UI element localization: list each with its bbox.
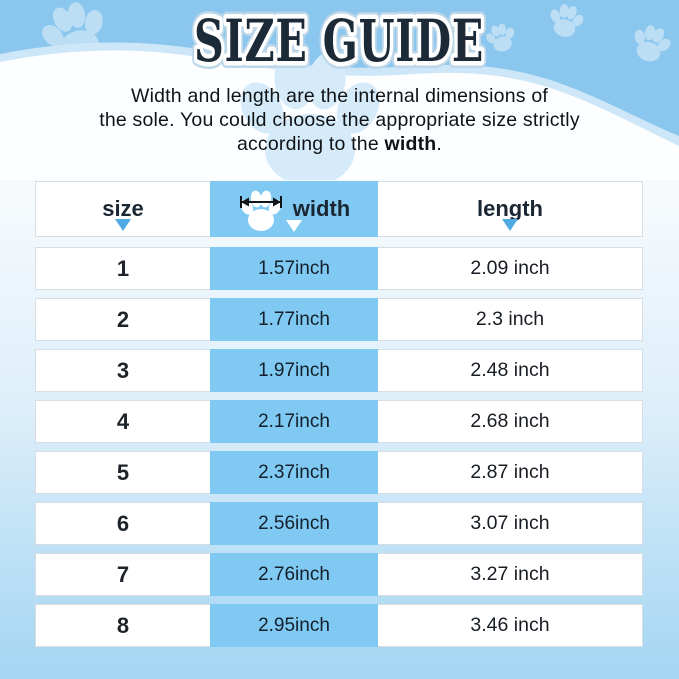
size-cell: 6 [116,510,130,536]
width-cell: 2.37inch [210,451,378,494]
size-cell: 2 [116,306,130,332]
width-cell: 1.97inch [210,349,378,392]
table-row: 1 1.57inch 2.09 inch [35,247,643,290]
size-cell: 3 [116,357,130,383]
down-triangle-icon [115,219,131,231]
size-cell: 4 [116,408,130,434]
table-row: 8 2.95inch 3.46 inch [35,604,643,647]
width-cell: 2.76inch [210,553,378,596]
length-cell: 3.27 inch [470,563,550,585]
length-cell: 2.3 inch [475,308,545,330]
table-row: 2 1.77inch 2.3 inch [35,298,643,341]
length-cell: 2.68 inch [470,410,550,432]
table-row: 7 2.76inch 3.27 inch [35,553,643,596]
table-row: 3 1.97inch 2.48 inch [35,349,643,392]
width-emphasis: width [384,133,437,155]
page-title-shadow: SIZE GUIDE [194,7,484,75]
header-width-label: width [292,196,351,221]
size-cell: 5 [116,459,130,485]
length-cell: 3.46 inch [470,614,550,636]
header-size-label: size [102,196,144,221]
length-cell: 2.87 inch [470,461,550,483]
table-row: 6 2.56inch 3.07 inch [35,502,643,545]
paw-width-measure-icon [239,190,282,231]
length-cell: 3.07 inch [470,512,550,534]
size-cell: 1 [116,255,130,281]
table-row: 5 2.37inch 2.87 inch [35,451,643,494]
width-cell: 2.56inch [210,502,378,545]
down-triangle-icon [286,220,302,232]
down-triangle-icon [502,219,518,231]
width-cell: 2.17inch [210,400,378,443]
length-cell: 2.48 inch [470,359,550,381]
page-title: SIZE GUIDE [194,7,484,75]
header-width-cell: width [210,181,378,237]
width-cell: 1.57inch [210,247,378,290]
description-line-3: according to the width. [236,133,443,155]
length-cell: 2.09 inch [470,257,550,279]
width-cell: 1.77inch [210,298,378,341]
width-cell: 2.95inch [210,604,378,647]
size-cell: 8 [116,612,130,638]
description-line-2: the sole. You could choose the appropria… [99,109,580,131]
description-line-1: Width and length are the internal dimens… [131,85,548,107]
header-length-cell: length [378,182,642,236]
banner-wave-graphic: SIZE GUIDE SIZE GUIDE [0,0,679,180]
size-table: size [35,181,643,655]
size-cell: 7 [116,561,130,587]
description-text: Width and length are the internal dimens… [0,84,679,156]
table-row: 4 2.17inch 2.68 inch [35,400,643,443]
header-length-label: length [477,196,543,221]
header-size-cell: size [36,182,210,236]
table-header-row: size [35,181,643,237]
